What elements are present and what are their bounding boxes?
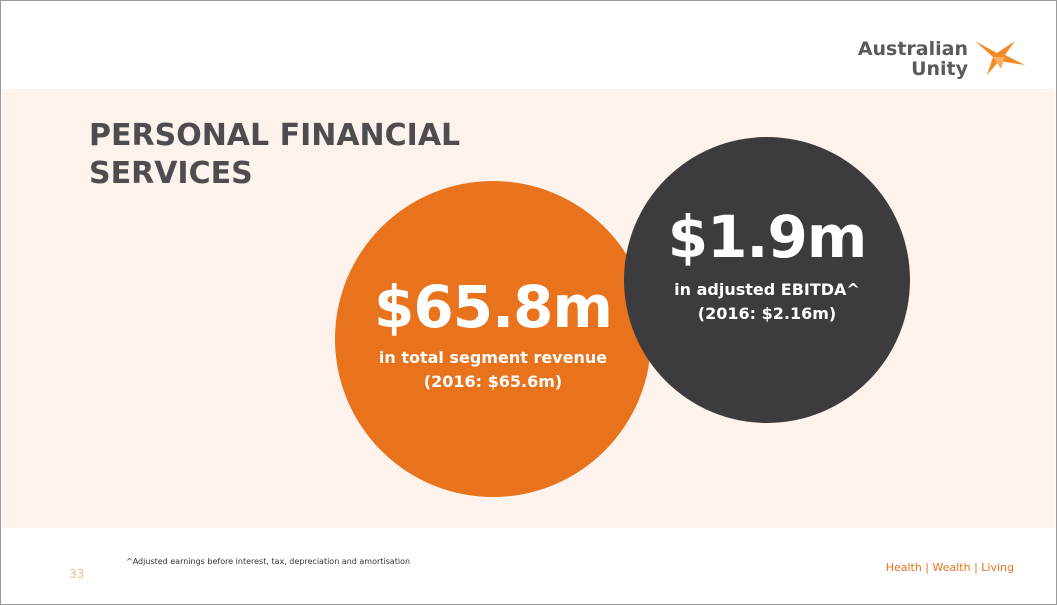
stat-caption: in total segment revenue bbox=[378, 348, 608, 367]
stat-circle: $65.8m in total segment revenue (2016: $… bbox=[335, 181, 651, 497]
stat-value: $1.9m bbox=[667, 203, 868, 271]
slide-title: PERSONAL FINANCIAL SERVICES bbox=[89, 118, 461, 191]
stat-prior: (2016: $2.16m) bbox=[697, 304, 837, 323]
stat-prior: (2016: $65.6m) bbox=[423, 372, 563, 391]
page-number: 33 bbox=[69, 567, 85, 581]
footnote: ^Adjusted earnings before interest, tax,… bbox=[126, 557, 411, 566]
stat-caption: in adjusted EBITDA^ bbox=[674, 280, 860, 299]
logo-bird bbox=[975, 41, 1025, 75]
tagline: Health | Wealth | Living bbox=[885, 561, 1014, 574]
stat-circle: $1.9m in adjusted EBITDA^ (2016: $2.16m) bbox=[624, 137, 910, 423]
logo: Australian Unity bbox=[858, 39, 968, 79]
logo-text: Australian bbox=[857, 38, 968, 60]
logo-text: Unity bbox=[911, 58, 968, 80]
stat-value: $65.8m bbox=[374, 273, 613, 341]
